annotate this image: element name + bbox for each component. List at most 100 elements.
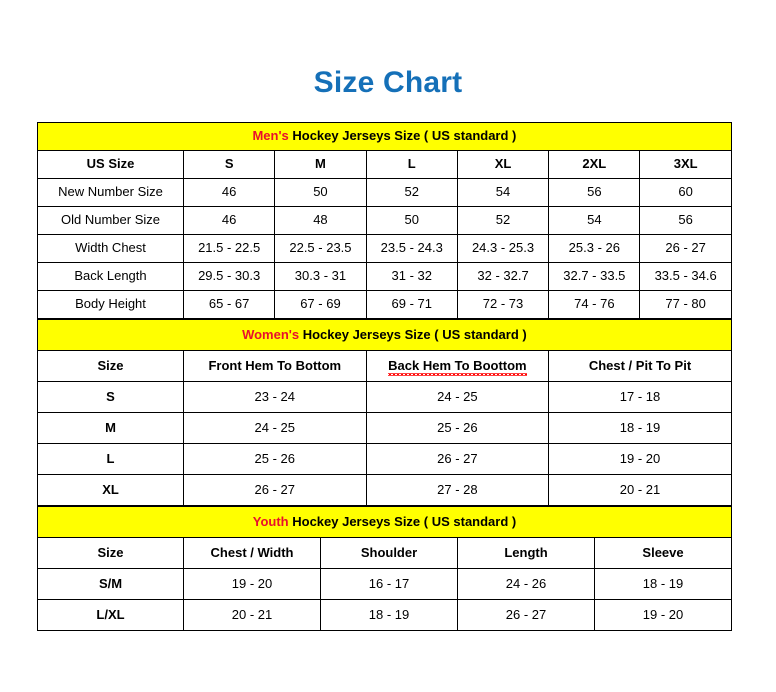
womens-header-cell: Size	[37, 350, 184, 382]
table-row: XL 26 - 27 27 - 28 20 - 21	[37, 474, 732, 506]
mens-cell: 74 - 76	[548, 290, 641, 319]
youth-header-row: Size Chest / Width Shoulder Length Sleev…	[37, 537, 733, 569]
youth-band-row: Youth Hockey Jerseys Size ( US standard …	[36, 506, 733, 538]
youth-cell: 18 - 19	[593, 568, 733, 600]
table-row: Back Length 29.5 - 30.3 30.3 - 31 31 - 3…	[37, 262, 732, 291]
mens-header-cell: XL	[456, 150, 550, 179]
youth-row-label: L/XL	[37, 599, 184, 631]
youth-cell: 19 - 20	[593, 599, 733, 631]
mens-cell: 32 - 32.7	[456, 262, 550, 291]
mens-header-cell: L	[365, 150, 458, 179]
mens-band-rest: Hockey Jerseys Size ( US standard )	[288, 128, 517, 144]
mens-row-label: Body Height	[37, 290, 184, 319]
womens-size-table: Women's Hockey Jerseys Size ( US standar…	[37, 319, 732, 506]
womens-cell: 23 - 24	[183, 381, 367, 413]
mens-section-band: Men's Hockey Jerseys Size ( US standard …	[37, 122, 732, 151]
womens-band-rest: Hockey Jerseys Size ( US standard )	[299, 326, 527, 342]
table-row: M 24 - 25 25 - 26 18 - 19	[37, 412, 732, 444]
womens-row-label: L	[37, 443, 184, 475]
womens-header-cell: Front Hem To Bottom	[183, 350, 367, 382]
mens-size-table: Men's Hockey Jerseys Size ( US standard …	[37, 122, 732, 319]
mens-cell: 26 - 27	[639, 234, 732, 263]
mens-header-cell: M	[274, 150, 367, 179]
size-chart-tables: Men's Hockey Jerseys Size ( US standard …	[36, 122, 733, 631]
mens-cell: 52	[365, 178, 458, 207]
youth-cell: 26 - 27	[457, 599, 595, 631]
womens-cell: 24 - 25	[183, 412, 367, 444]
youth-cell: 19 - 20	[183, 568, 321, 600]
womens-cell: 19 - 20	[548, 443, 732, 475]
youth-header-cell: Chest / Width	[183, 537, 321, 569]
womens-row-label: S	[37, 381, 184, 413]
youth-cell: 24 - 26	[457, 568, 595, 600]
mens-cell: 31 - 32	[365, 262, 458, 291]
womens-cell: 17 - 18	[548, 381, 732, 413]
mens-cell: 21.5 - 22.5	[182, 234, 276, 263]
mens-header-cell: 2XL	[548, 150, 641, 179]
mens-cell: 56	[639, 206, 732, 235]
mens-header-row: US Size S M L XL 2XL 3XL	[37, 150, 732, 179]
mens-cell: 23.5 - 24.3	[365, 234, 458, 263]
youth-row-label: S/M	[37, 568, 184, 600]
mens-cell: 77 - 80	[639, 290, 732, 319]
table-row: L/XL 20 - 21 18 - 19 26 - 27 19 - 20	[37, 599, 733, 631]
mens-cell: 52	[456, 206, 550, 235]
womens-row-label: XL	[37, 474, 184, 506]
mens-cell: 48	[274, 206, 367, 235]
table-row: S/M 19 - 20 16 - 17 24 - 26 18 - 19	[37, 568, 733, 600]
womens-header-cell: Chest / Pit To Pit	[548, 350, 732, 382]
youth-cell: 20 - 21	[183, 599, 321, 631]
youth-header-cell: Shoulder	[320, 537, 458, 569]
mens-cell: 29.5 - 30.3	[182, 262, 276, 291]
table-row: Old Number Size 46 48 50 52 54 56	[37, 206, 732, 235]
mens-header-cell: 3XL	[639, 150, 732, 179]
womens-cell: 27 - 28	[365, 474, 550, 506]
womens-header-misspelled-text: Back Hem To Boottom	[388, 357, 528, 377]
mens-row-label: Back Length	[37, 262, 184, 291]
womens-cell: 26 - 27	[365, 443, 550, 475]
womens-cell: 18 - 19	[548, 412, 732, 444]
mens-header-cell: US Size	[37, 150, 184, 179]
youth-cell: 18 - 19	[320, 599, 458, 631]
womens-cell: 24 - 25	[365, 381, 550, 413]
womens-row-label: M	[37, 412, 184, 444]
table-row: S 23 - 24 24 - 25 17 - 18	[37, 381, 732, 413]
table-row: New Number Size 46 50 52 54 56 60	[37, 178, 732, 207]
youth-band-rest: Hockey Jerseys Size ( US standard )	[288, 513, 517, 529]
table-row: Width Chest 21.5 - 22.5 22.5 - 23.5 23.5…	[37, 234, 732, 263]
mens-band-row: Men's Hockey Jerseys Size ( US standard …	[37, 122, 732, 151]
mens-row-label: Old Number Size	[37, 206, 184, 235]
youth-cell: 16 - 17	[320, 568, 458, 600]
table-row: L 25 - 26 26 - 27 19 - 20	[37, 443, 732, 475]
mens-cell: 33.5 - 34.6	[639, 262, 732, 291]
mens-cell: 54	[456, 178, 550, 207]
mens-cell: 50	[274, 178, 367, 207]
mens-cell: 30.3 - 31	[274, 262, 367, 291]
mens-cell: 32.7 - 33.5	[548, 262, 641, 291]
mens-cell: 54	[548, 206, 641, 235]
mens-cell: 67 - 69	[274, 290, 367, 319]
mens-cell: 50	[365, 206, 458, 235]
mens-cell: 72 - 73	[456, 290, 550, 319]
womens-cell: 26 - 27	[183, 474, 367, 506]
womens-band-row: Women's Hockey Jerseys Size ( US standar…	[37, 319, 732, 351]
youth-section-band: Youth Hockey Jerseys Size ( US standard …	[36, 506, 733, 538]
mens-cell: 22.5 - 23.5	[274, 234, 367, 263]
mens-header-cell: S	[182, 150, 276, 179]
womens-header-row: Size Front Hem To Bottom Back Hem To Boo…	[37, 350, 732, 382]
mens-cell: 24.3 - 25.3	[456, 234, 550, 263]
womens-cell: 25 - 26	[365, 412, 550, 444]
womens-cell: 25 - 26	[183, 443, 367, 475]
mens-cell: 69 - 71	[365, 290, 458, 319]
womens-cell: 20 - 21	[548, 474, 732, 506]
mens-cell: 46	[182, 206, 276, 235]
womens-band-accent: Women's	[242, 326, 300, 342]
mens-row-label: New Number Size	[37, 178, 184, 207]
table-row: Body Height 65 - 67 67 - 69 69 - 71 72 -…	[37, 290, 732, 319]
mens-row-label: Width Chest	[37, 234, 184, 263]
womens-header-cell: Back Hem To Boottom	[365, 350, 550, 382]
womens-section-band: Women's Hockey Jerseys Size ( US standar…	[37, 319, 732, 351]
mens-cell: 65 - 67	[182, 290, 276, 319]
youth-size-table: Youth Hockey Jerseys Size ( US standard …	[36, 506, 733, 631]
